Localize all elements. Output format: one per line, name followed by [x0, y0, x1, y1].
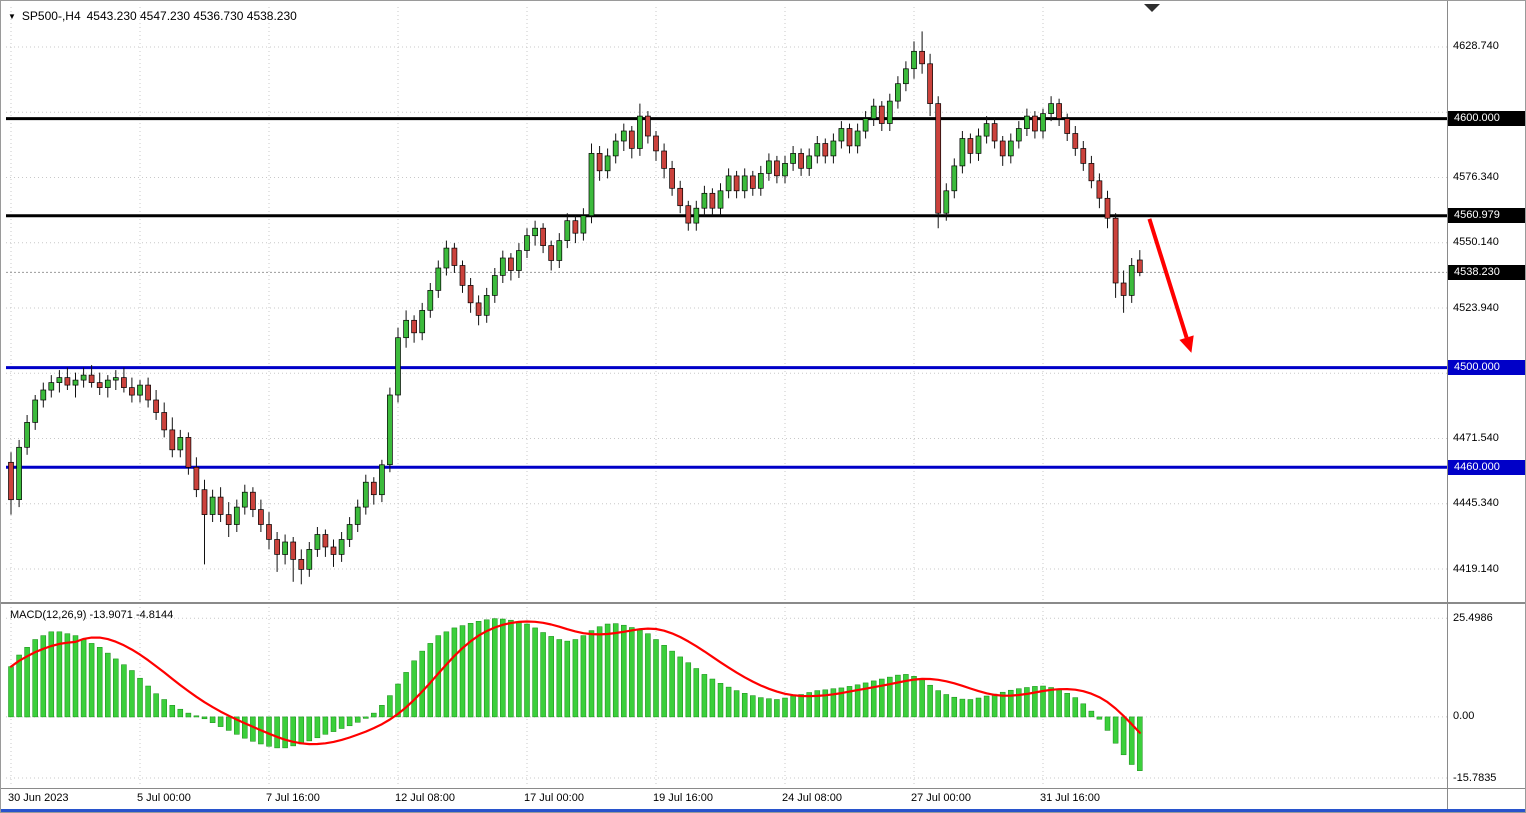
time-tick-label: 5 Jul 00:00: [137, 792, 191, 804]
macd-signal-line: [9, 620, 1141, 746]
macd-indicator-label: MACD(12,26,9) -13.9071 -4.8144: [10, 609, 174, 621]
chart-shift-marker-icon[interactable]: [1144, 4, 1160, 12]
macd-tick-label: -15.7835: [1453, 771, 1497, 784]
symbol-dropdown-icon[interactable]: ▼: [8, 11, 16, 21]
symbol-info: ▼ SP500-,H4 4543.230 4547.230 4536.730 4…: [8, 9, 297, 23]
macd-histogram: [8, 618, 1143, 771]
candlestick-series: [8, 31, 1143, 585]
macd-tick-label: 0.00: [1453, 710, 1475, 723]
price-tick-label: 4576.340: [1453, 171, 1499, 183]
symbol-timeframe-label: SP500-,H4: [21, 9, 81, 23]
price-tick-label: 4628.740: [1453, 40, 1499, 53]
time-tick-label: 30 Jun 2023: [8, 792, 69, 804]
time-axis[interactable]: 30 Jun 2023 5 Jul 00:00 7 Jul 16:00 12 Jul …: [1, 789, 1447, 809]
trend-arrow-annotation[interactable]: [1147, 218, 1194, 353]
price-tick-label: 4445.340: [1453, 497, 1499, 510]
time-tick-label: 17 Jul 00:00: [524, 792, 584, 804]
price-level-badge: 4460.000: [1448, 459, 1525, 475]
price-tick-label: 4419.140: [1453, 562, 1499, 575]
price-tick-label: 4471.540: [1453, 432, 1499, 444]
price-level-badge: 4560.979: [1448, 208, 1525, 224]
time-tick-label: 24 Jul 08:00: [782, 792, 842, 804]
grid: [6, 7, 1447, 787]
ohlc-readout: 4543.230 4547.230 4536.730 4538.230: [86, 9, 297, 23]
time-tick-label: 31 Jul 16:00: [1040, 792, 1100, 804]
price-tick-label: 4523.940: [1453, 301, 1499, 314]
current-price-badge: 4538.230: [1448, 264, 1525, 280]
time-tick-label: 19 Jul 16:00: [653, 792, 713, 804]
price-level-badge: 4600.000: [1448, 111, 1525, 127]
time-tick-label: 12 Jul 08:00: [395, 792, 455, 804]
time-tick-label: 7 Jul 16:00: [266, 792, 320, 804]
price-level-badge: 4500.000: [1448, 360, 1525, 376]
price-tick-label: 4550.140: [1453, 236, 1499, 249]
macd-tick-label: 25.4986: [1453, 611, 1493, 624]
price-scale[interactable]: 4628.740 4576.340 4550.140 4523.940 4471.540…: [1448, 1, 1525, 812]
time-tick-label: 27 Jul 00:00: [911, 792, 971, 804]
bottom-accent-strip: [1, 809, 1525, 812]
